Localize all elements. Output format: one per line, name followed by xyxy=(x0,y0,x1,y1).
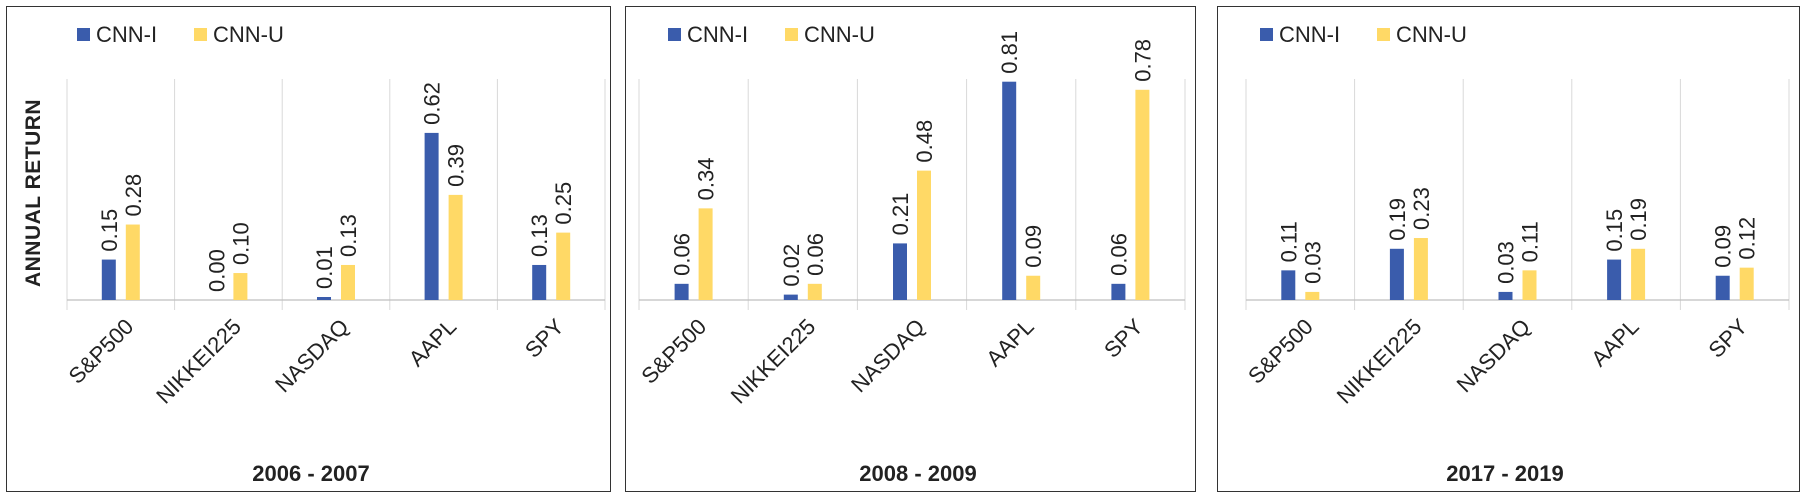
data-label: 0.03 xyxy=(1300,241,1325,284)
data-label: 0.15 xyxy=(1602,209,1627,252)
x-tick-label: SPY xyxy=(1099,314,1148,363)
bar-cnn-u-sp500 xyxy=(125,224,140,300)
bar-cnn-i-spy xyxy=(1111,283,1126,300)
legend-swatch-cnn-u xyxy=(785,28,798,41)
data-label: 0.03 xyxy=(1494,241,1519,284)
data-label: 0.00 xyxy=(204,249,229,292)
legend-swatch-cnn-i xyxy=(77,28,90,41)
data-label: 0.13 xyxy=(527,214,552,257)
data-label: 0.19 xyxy=(1385,198,1410,241)
x-tick-label: NASDAQ xyxy=(846,314,929,397)
bar-cnn-u-aapl xyxy=(1631,248,1646,300)
x-tick-label: SPY xyxy=(1703,314,1752,363)
bar-cnn-u-nasdaq xyxy=(341,264,355,300)
legend-swatch-cnn-i xyxy=(1260,28,1273,41)
legend-label-cnn-u: CNN-U xyxy=(804,22,875,47)
data-label: 0.21 xyxy=(888,193,913,236)
bar-cnn-u-nikkei225 xyxy=(807,283,822,300)
bar-cnn-i-aapl xyxy=(1002,81,1017,300)
x-tick-label: NASDAQ xyxy=(1452,314,1535,397)
data-label: 0.13 xyxy=(336,214,361,257)
legend-label-cnn-u: CNN-U xyxy=(1396,22,1467,47)
legend-swatch-cnn-u xyxy=(194,28,207,41)
x-tick-label: S&P500 xyxy=(64,314,139,389)
data-label: 0.25 xyxy=(551,182,576,225)
data-label: 0.39 xyxy=(444,144,469,187)
bar-cnn-i-aapl xyxy=(424,132,439,300)
y-axis-label: ANNUAL RETURN xyxy=(22,99,45,287)
data-label: 0.19 xyxy=(1626,198,1651,241)
data-label: 0.09 xyxy=(1021,225,1046,268)
data-label: 0.28 xyxy=(121,174,146,217)
bar-cnn-i-nasdaq xyxy=(893,243,907,300)
x-tick-label: NASDAQ xyxy=(270,314,353,397)
bar-cnn-i-sp500 xyxy=(101,259,116,300)
bar-cnn-u-nikkei225 xyxy=(233,273,248,300)
data-label: 0.06 xyxy=(670,233,695,276)
data-label: 0.06 xyxy=(1106,233,1131,276)
x-tick-label: AAPL xyxy=(1586,314,1643,371)
legend-label-cnn-i: CNN-I xyxy=(687,22,748,47)
chart-svg-1: CNN-I CNN-U ANNUAL RETURN 0.150.28 S&P500 0.0… xyxy=(22,22,606,486)
x-tick-label: SPY xyxy=(520,314,569,363)
legend: CNN-I CNN-U xyxy=(77,22,284,47)
bar-cnn-i-sp500 xyxy=(1281,270,1296,300)
bar-cnn-i-nasdaq xyxy=(317,297,331,300)
bar-cnn-i-aapl xyxy=(1607,259,1622,300)
data-label: 0.06 xyxy=(803,233,828,276)
x-tick-label: AAPL xyxy=(981,314,1038,371)
bar-cnn-u-spy xyxy=(1135,89,1150,300)
data-label: 0.10 xyxy=(228,222,253,265)
bar-cnn-u-aapl xyxy=(448,194,463,300)
x-tick-label: S&P500 xyxy=(1243,314,1318,389)
legend: CNN-I CNN-U xyxy=(668,22,875,47)
chart-title: 2006 - 2007 xyxy=(252,461,369,486)
data-label: 0.09 xyxy=(1711,225,1736,268)
x-tick-label: NIKKEI225 xyxy=(151,314,246,409)
bar-cnn-u-spy xyxy=(556,232,571,300)
x-tick-label: NIKKEI225 xyxy=(1332,314,1427,409)
bar-cnn-i-spy xyxy=(1715,275,1730,300)
bar-cnn-u-sp500 xyxy=(1305,291,1320,300)
data-label: 0.48 xyxy=(912,120,937,163)
bar-cnn-i-sp500 xyxy=(674,283,689,300)
data-label: 0.11 xyxy=(1518,221,1543,262)
chart-title: 2017 - 2019 xyxy=(1446,461,1563,486)
data-label: 0.23 xyxy=(1409,187,1434,230)
bar-cnn-u-nasdaq xyxy=(917,170,931,300)
data-label: 0.12 xyxy=(1735,217,1760,260)
bar-cnn-u-nikkei225 xyxy=(1413,238,1428,300)
legend-swatch-cnn-u xyxy=(1377,28,1390,41)
legend: CNN-I CNN-U xyxy=(1260,22,1467,47)
bar-cnn-u-nasdaq xyxy=(1522,270,1537,300)
bar-cnn-i-nikkei225 xyxy=(1389,248,1404,300)
bar-cnn-u-aapl xyxy=(1026,275,1041,300)
bar-cnn-u-spy xyxy=(1739,267,1754,300)
data-label: 0.81 xyxy=(997,31,1022,74)
legend-label-cnn-i: CNN-I xyxy=(96,22,157,47)
x-tick-label: AAPL xyxy=(404,314,461,371)
chart-panel-1: CNN-I CNN-U ANNUAL RETURN 0.15 0.28 S&P500 0.0… xyxy=(6,6,611,492)
data-label: 0.78 xyxy=(1130,39,1155,82)
data-label: 0.02 xyxy=(779,244,804,287)
bar-cnn-u-sp500 xyxy=(698,208,713,300)
data-label: 0.15 xyxy=(97,209,122,252)
legend-swatch-cnn-i xyxy=(668,28,681,41)
bar-cnn-i-nasdaq xyxy=(1498,291,1513,300)
legend-label-cnn-i: CNN-I xyxy=(1279,22,1340,47)
data-label: 0.34 xyxy=(694,158,719,201)
bar-cnn-i-nikkei225 xyxy=(783,294,798,300)
chart-panel-2: CNN-I CNN-U 0.06 0.34 S&P500 0.02 0.06 NIKKEI22… xyxy=(625,6,1196,492)
data-label: 0.62 xyxy=(420,82,445,125)
data-label: 0.01 xyxy=(312,246,337,289)
bar-cnn-i-spy xyxy=(532,264,547,300)
x-tick-label: S&P500 xyxy=(636,314,711,389)
x-tick-label: NIKKEI225 xyxy=(726,314,821,409)
chart-title: 2008 - 2009 xyxy=(859,461,976,486)
data-label: 0.11 xyxy=(1276,221,1301,262)
chart-panel-3: CNN-I CNN-U 0.11 0.03 S&P500 0.19 0.23 NIKKEI22… xyxy=(1217,6,1800,492)
legend-label-cnn-u: CNN-U xyxy=(213,22,284,47)
